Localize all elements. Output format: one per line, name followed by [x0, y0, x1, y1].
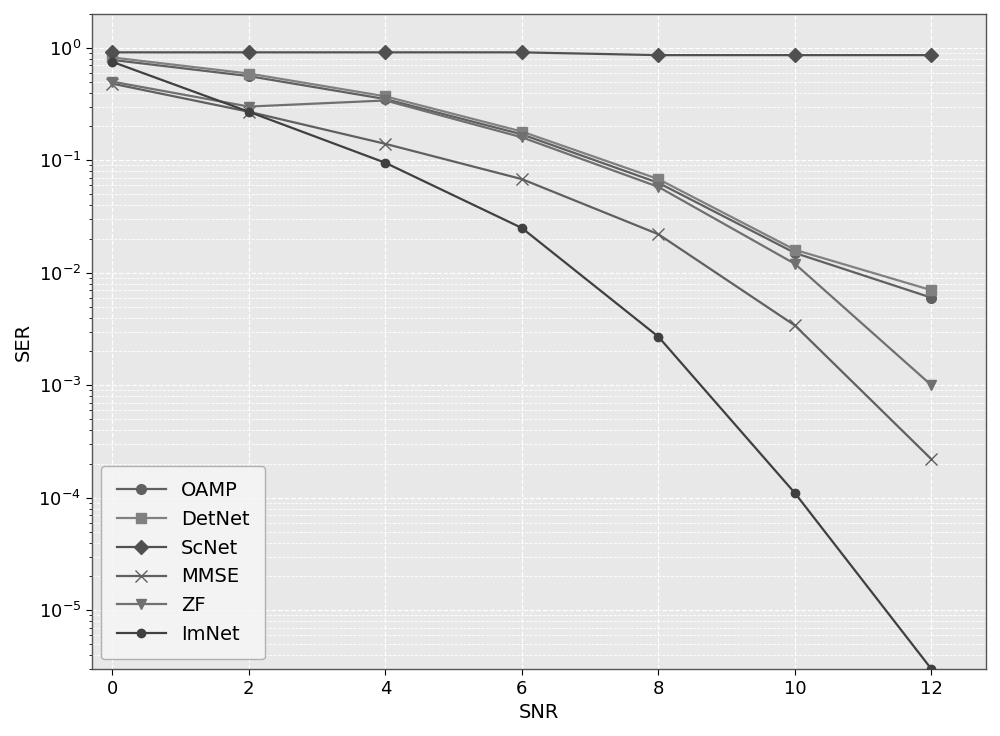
ImNet: [789, 489, 801, 498]
ImNet: [243, 107, 255, 116]
OAMP: [379, 95, 391, 104]
MMSE: [243, 107, 255, 116]
DetNet: [789, 245, 801, 254]
ScNet: [379, 48, 391, 57]
X-axis label: SNR: SNR: [519, 703, 559, 722]
DetNet: [925, 286, 937, 294]
Line: DetNet: DetNet: [107, 52, 936, 295]
ScNet: [925, 51, 937, 60]
MMSE: [789, 321, 801, 330]
ImNet: [516, 224, 528, 233]
OAMP: [652, 178, 664, 187]
Y-axis label: SER: SER: [14, 322, 33, 361]
Line: ScNet: ScNet: [107, 48, 936, 60]
DetNet: [106, 53, 118, 62]
ZF: [243, 102, 255, 111]
ScNet: [106, 48, 118, 57]
MMSE: [379, 139, 391, 148]
Line: ImNet: ImNet: [108, 57, 936, 673]
MMSE: [652, 230, 664, 238]
DetNet: [243, 69, 255, 78]
ZF: [516, 133, 528, 142]
Line: OAMP: OAMP: [107, 55, 936, 302]
ScNet: [243, 48, 255, 57]
OAMP: [243, 71, 255, 80]
Legend: OAMP, DetNet, ScNet, MMSE, ZF, ImNet: OAMP, DetNet, ScNet, MMSE, ZF, ImNet: [101, 466, 265, 659]
OAMP: [925, 294, 937, 302]
ImNet: [652, 333, 664, 342]
ImNet: [379, 158, 391, 167]
ImNet: [106, 57, 118, 66]
ZF: [652, 183, 664, 191]
OAMP: [106, 55, 118, 64]
ZF: [106, 77, 118, 86]
ZF: [789, 260, 801, 269]
ZF: [379, 96, 391, 105]
ImNet: [925, 665, 937, 673]
ScNet: [516, 48, 528, 57]
ScNet: [789, 51, 801, 60]
MMSE: [925, 455, 937, 464]
ZF: [925, 381, 937, 389]
OAMP: [516, 130, 528, 139]
DetNet: [652, 174, 664, 183]
ScNet: [652, 51, 664, 60]
OAMP: [789, 249, 801, 258]
MMSE: [106, 79, 118, 88]
MMSE: [516, 174, 528, 183]
Line: MMSE: MMSE: [106, 77, 938, 466]
DetNet: [379, 92, 391, 101]
DetNet: [516, 127, 528, 136]
Line: ZF: ZF: [107, 77, 936, 390]
